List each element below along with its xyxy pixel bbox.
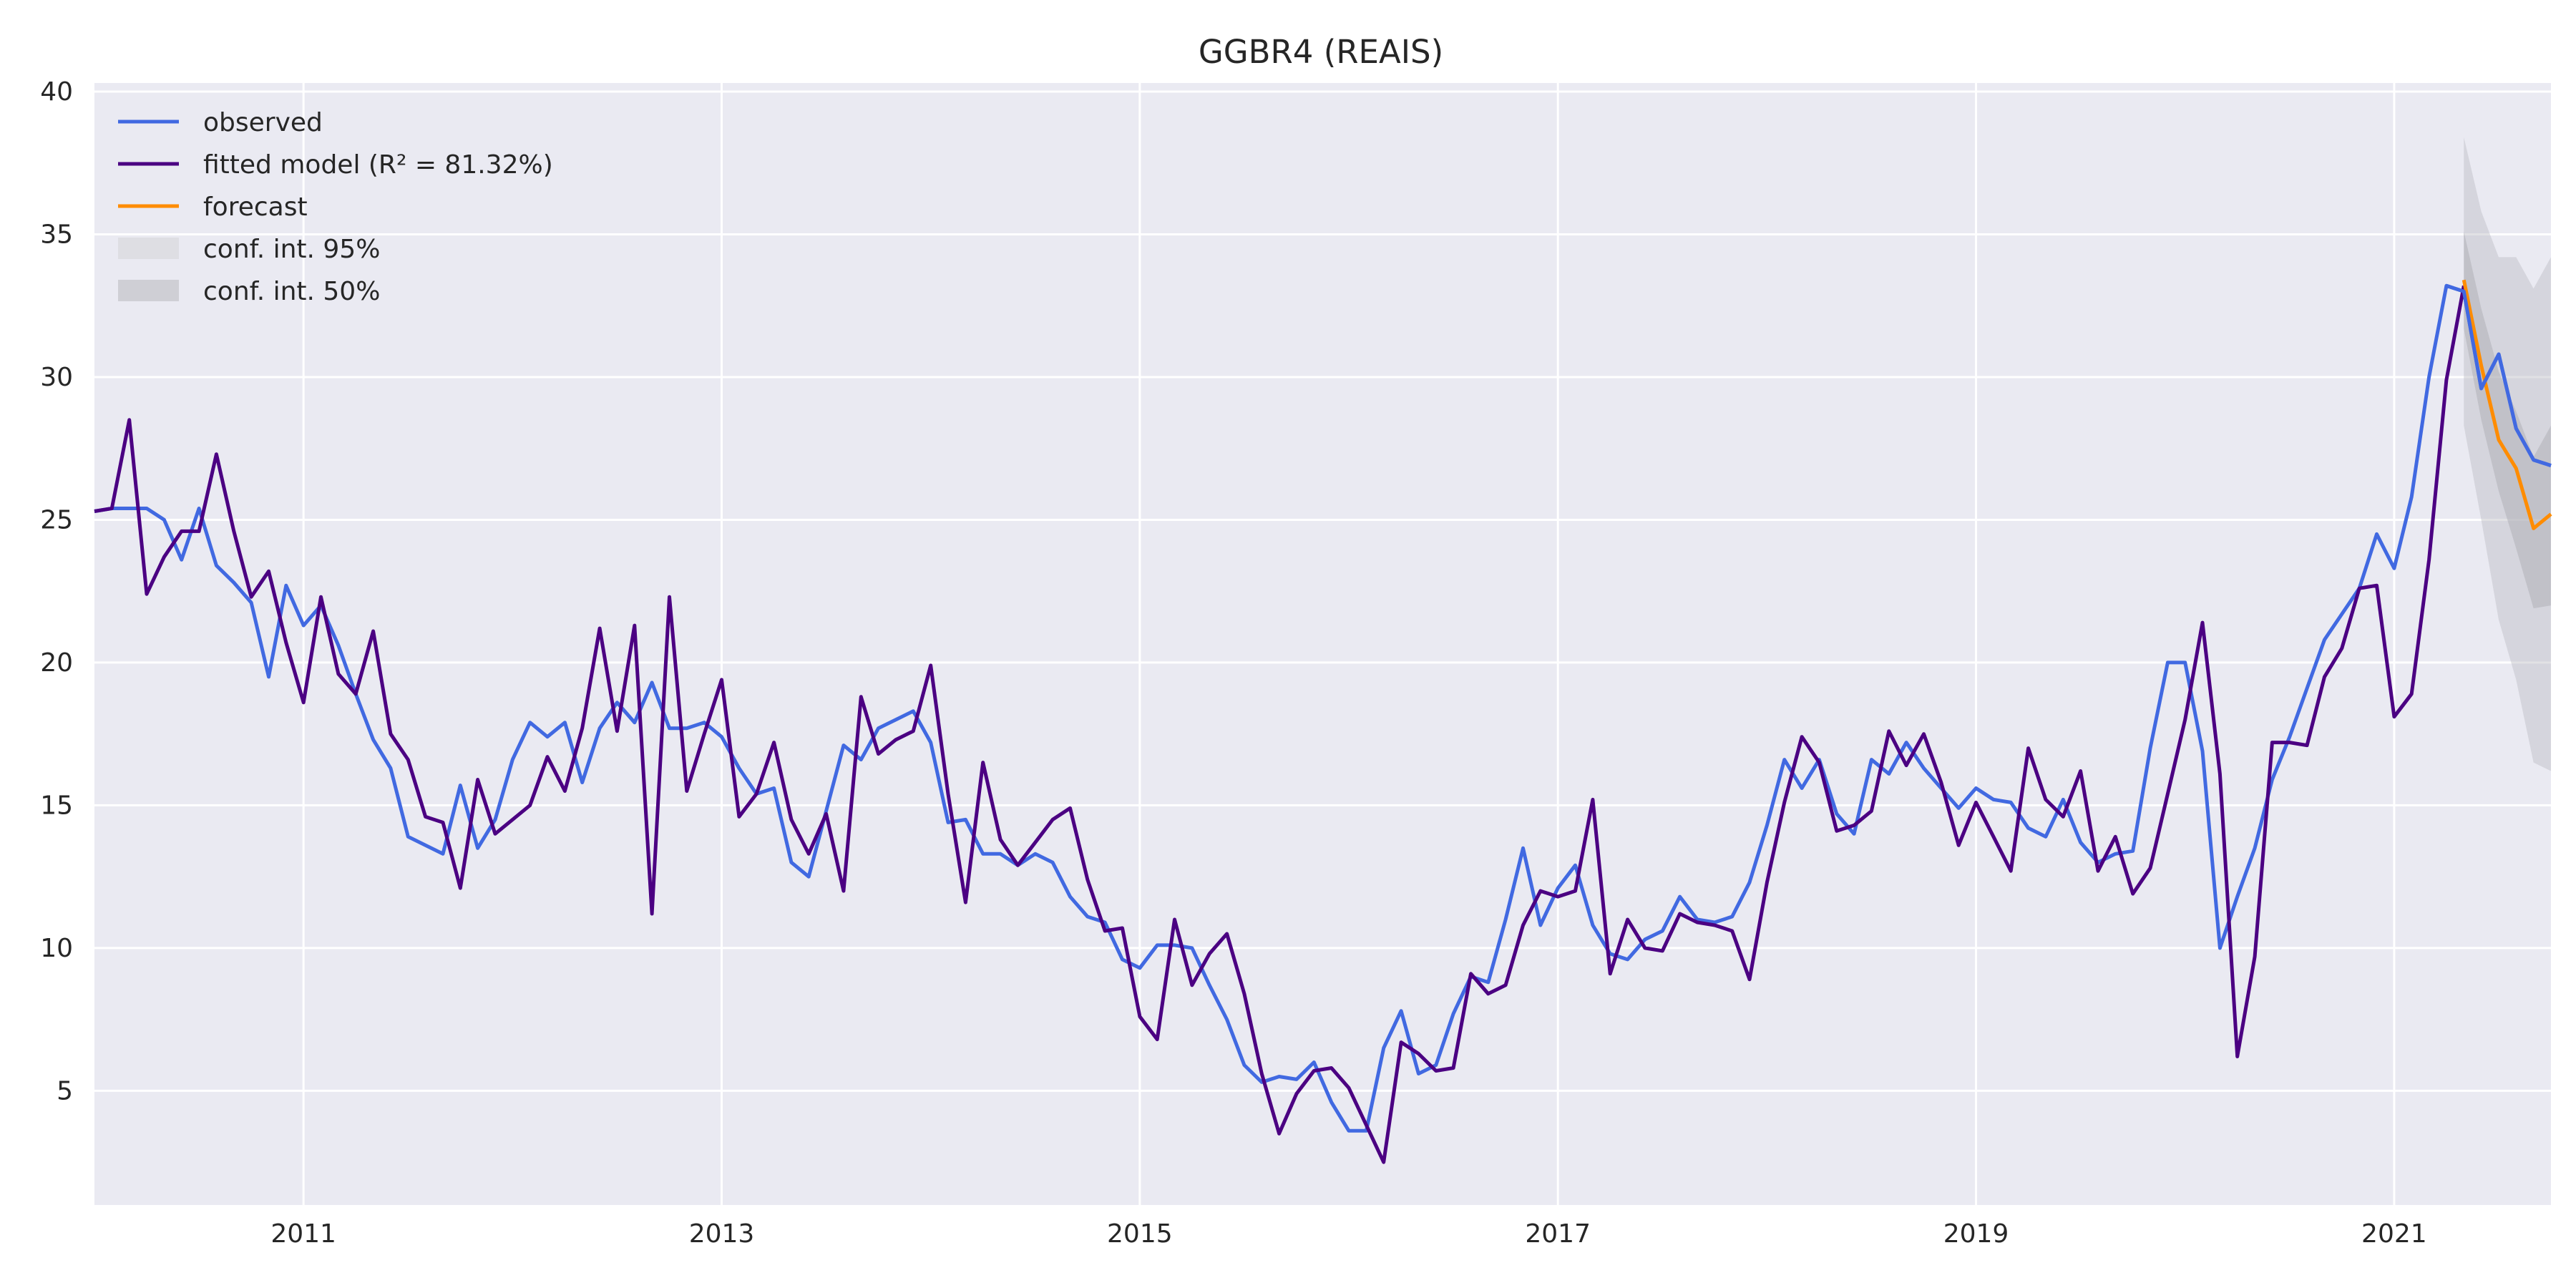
y-tick-label: 10 [40,934,73,963]
legend-label: conf. int. 95% [203,235,380,264]
legend-label: fitted model (R² = 81.32%) [203,150,553,180]
legend-swatch [118,280,179,301]
y-tick-label: 35 [40,220,73,249]
x-tick-label: 2017 [1525,1219,1591,1249]
y-tick-label: 30 [40,363,73,392]
y-tick-label: 5 [57,1076,73,1106]
x-axis: 2011 2013 2015 2017 2019 2021 [270,1219,2426,1249]
legend-label: conf. int. 50% [203,277,380,306]
forecast-line [2462,279,2552,530]
legend-item: conf. int. 95% [118,235,380,264]
x-tick-label: 2021 [2361,1219,2427,1249]
y-tick-label: 40 [40,77,73,107]
y-tick-label: 15 [40,791,73,820]
y-tick-label: 20 [40,648,73,678]
legend-label: observed [203,108,323,137]
series-lines [94,279,2552,1164]
x-tick-label: 2011 [270,1219,336,1249]
x-tick-label: 2013 [689,1219,755,1249]
x-tick-label: 2015 [1107,1219,1173,1249]
plot-area [94,83,2551,1205]
y-axis: 5 10 15 20 25 30 35 40 [40,77,73,1106]
observed-line [94,283,2552,1133]
x-tick-label: 2019 [1943,1219,2009,1249]
y-tick-label: 25 [40,505,73,535]
fitted-model-line [94,285,2466,1164]
legend: observed fitted model (R² = 81.32%) foreca… [118,108,553,306]
legend-item: observed [118,108,323,137]
observed-line-tail [2446,283,2552,467]
legend-item: conf. int. 50% [118,277,380,306]
legend-item: fitted model (R² = 81.32%) [118,150,553,180]
chart-title: GGBR4 (REAIS) [1199,33,1443,71]
legend-label: forecast [203,192,308,222]
legend-swatch [118,238,179,259]
legend-item: forecast [118,192,308,222]
